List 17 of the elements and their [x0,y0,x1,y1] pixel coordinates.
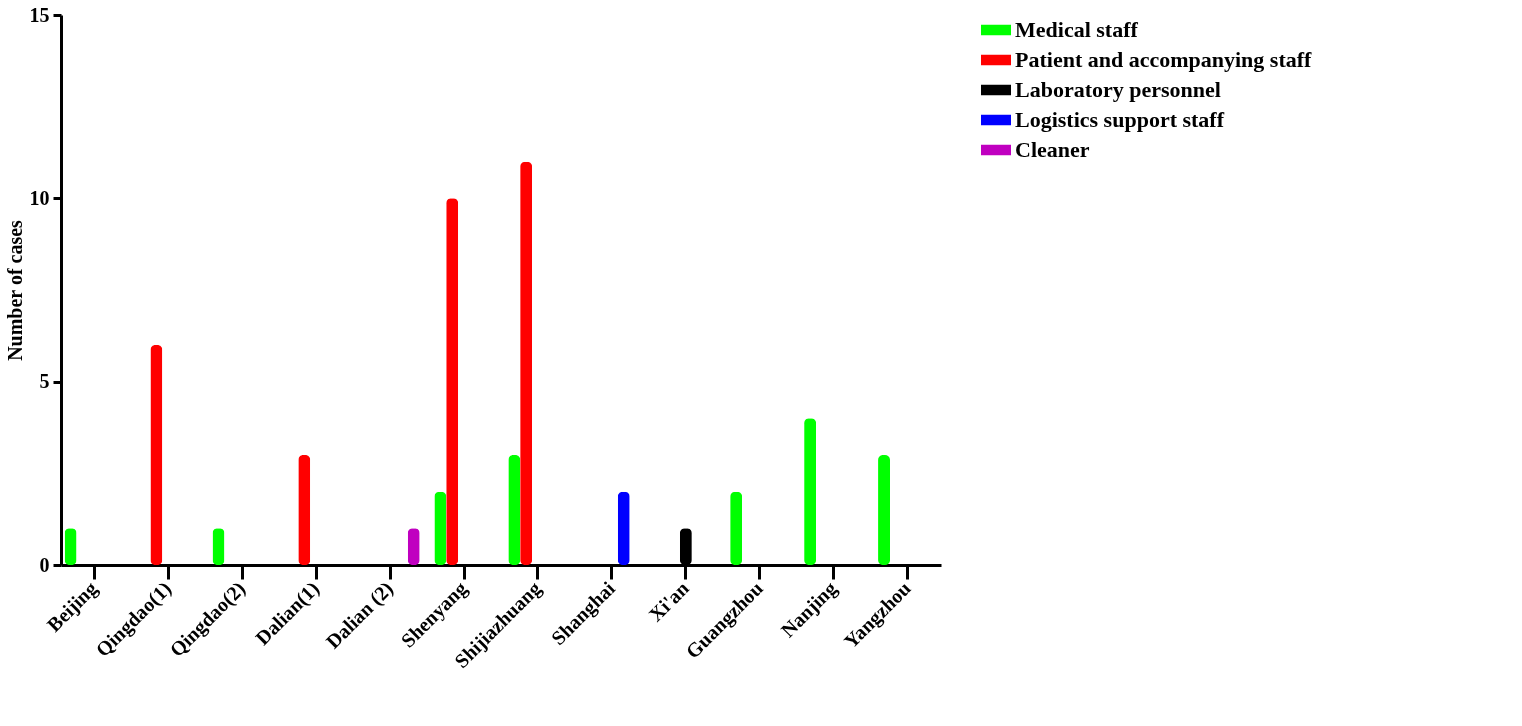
bar [508,455,521,565]
bar [520,161,533,565]
legend-label: Patient and accompanying staff [1015,47,1313,72]
legend-label: Cleaner [1015,137,1090,162]
legend-label: Medical staff [1015,17,1139,42]
y-tick-label: 5 [39,370,50,393]
bar [150,345,163,565]
bar [804,418,817,565]
legend-label: Laboratory personnel [1015,77,1221,102]
bar [878,455,891,565]
y-tick-label: 15 [29,3,50,26]
bar [446,198,459,565]
y-tick-label: 0 [39,553,50,576]
bar [298,455,311,565]
y-axis-title: Number of cases [3,219,26,361]
y-tick-label: 10 [29,186,50,209]
legend-label: Logistics support staff [1015,107,1225,132]
